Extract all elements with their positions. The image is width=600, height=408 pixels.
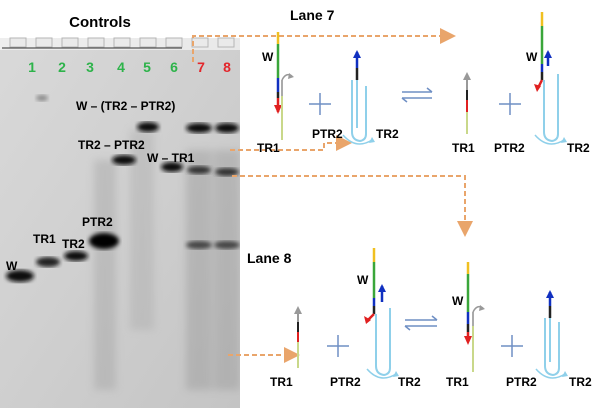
lane-number-4: 4 xyxy=(117,59,125,75)
band-label-tr1: TR1 xyxy=(33,232,56,246)
lane8-label-w2: W xyxy=(452,294,464,308)
lane8-label-w1: W xyxy=(357,273,369,287)
lane-number-6: 6 xyxy=(170,59,178,75)
band-w-tr2-ptr2 xyxy=(137,122,159,132)
lane7-w-tr1-complex xyxy=(274,32,294,140)
lane8-equilibrium-arrows xyxy=(404,315,438,331)
band-label-w: W xyxy=(6,259,18,273)
band-tr1 xyxy=(36,257,60,267)
lane7-plus-1 xyxy=(309,93,331,115)
lane8-label-tr2-b: TR2 xyxy=(569,375,592,389)
connector-lane7-mid xyxy=(230,135,352,151)
lane7-label-ptr2-b: PTR2 xyxy=(494,141,525,155)
lane8-label-ptr2-a: PTR2 xyxy=(330,375,361,389)
lane7-w-ptr2-tr2-complex xyxy=(534,12,567,145)
lane7-label-tr1-b: TR1 xyxy=(452,141,475,155)
lane8-plus-1 xyxy=(327,335,349,357)
lane8-label-tr1-a: TR1 xyxy=(270,375,293,389)
lane8-w-ptr2-tr2-complex xyxy=(364,248,399,379)
lane8-label-tr2-a: TR2 xyxy=(398,375,421,389)
lane8-title: Lane 8 xyxy=(247,250,292,266)
band-label-tr2-ptr2: TR2 – PTR2 xyxy=(78,138,145,152)
gel-wells xyxy=(9,37,235,48)
band-label-ptr2: PTR2 xyxy=(82,215,113,229)
band-w xyxy=(6,270,34,282)
lane7-tr1-strand xyxy=(463,72,471,134)
lane-number-8: 8 xyxy=(223,59,231,75)
band-ptr2 xyxy=(89,233,119,249)
lane-number-7: 7 xyxy=(197,59,205,75)
lane8-w-tr1-complex xyxy=(464,262,485,372)
lane-number-3: 3 xyxy=(86,59,94,75)
lane-numbers: 1 2 3 4 5 6 7 8 xyxy=(28,59,231,75)
lane7-ptr2-tr2-hairpin xyxy=(342,50,375,145)
lane7-title: Lane 7 xyxy=(290,7,335,23)
lane8-plus-2 xyxy=(501,335,523,357)
lane7-plus-2 xyxy=(499,93,521,115)
lane8-ptr2-tr2-hairpin xyxy=(535,290,568,379)
connector-lane8-mid xyxy=(232,175,473,237)
lane7-label-w2: W xyxy=(526,50,538,64)
lane8-label-ptr2-b: PTR2 xyxy=(506,375,537,389)
lane7-label-tr2-b: TR2 xyxy=(567,141,590,155)
lane7-equilibrium-arrows xyxy=(401,87,433,103)
lane7-label-ptr2-a: PTR2 xyxy=(312,127,343,141)
band-lane8-top xyxy=(215,123,239,133)
lane7-label-tr1-a: TR1 xyxy=(257,141,280,155)
band-label-w-tr2-ptr2: W – (TR2 – PTR2) xyxy=(76,99,175,113)
band-label-w-tr1: W – TR1 xyxy=(147,151,195,165)
gel-image: Controls 1 2 3 4 5 6 7 8 W TR1 TR2 PTR2 TR2 – P… xyxy=(0,14,240,408)
band-w-tr1 xyxy=(161,162,183,172)
band-lane7-top xyxy=(186,123,212,133)
band-tr2-ptr2 xyxy=(112,155,136,165)
lane-number-2: 2 xyxy=(58,59,66,75)
lane7-label-tr2-a: TR2 xyxy=(376,127,399,141)
gel-panel: Controls 1 2 3 4 5 6 7 8 W TR1 TR2 PTR2 TR2 – P… xyxy=(0,0,240,408)
lane8-tr1-strand xyxy=(294,306,302,368)
band-label-tr2: TR2 xyxy=(62,237,85,251)
lane-number-1: 1 xyxy=(28,59,36,75)
gel-title: Controls xyxy=(69,14,131,31)
gel-bands xyxy=(6,95,240,282)
lane-number-5: 5 xyxy=(143,59,151,75)
lane8-label-tr1-b: TR1 xyxy=(446,375,469,389)
band-tr2 xyxy=(64,251,88,261)
lane7-label-w1: W xyxy=(262,50,274,64)
